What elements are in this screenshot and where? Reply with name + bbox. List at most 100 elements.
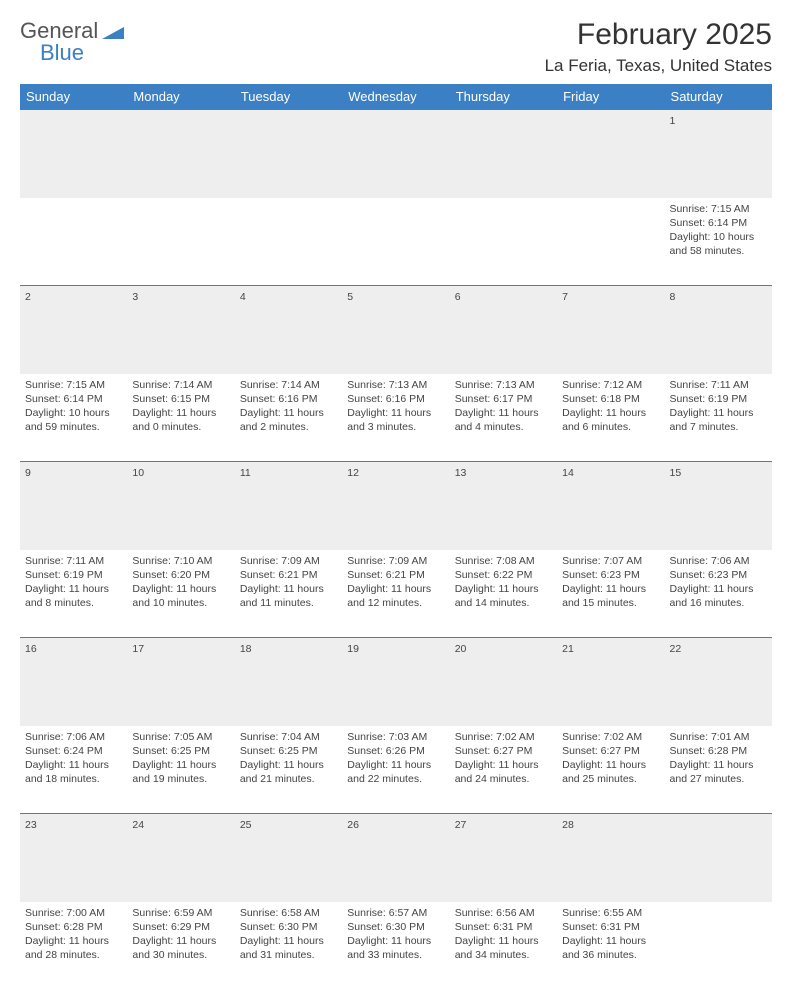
location-text: La Feria, Texas, United States xyxy=(545,56,772,76)
sunrise-text: Sunrise: 7:12 AM xyxy=(562,378,659,392)
daylight-text: Daylight: 11 hours and 33 minutes. xyxy=(347,934,444,962)
day-content: Sunrise: 7:13 AMSunset: 6:17 PMDaylight:… xyxy=(455,378,552,435)
daylight-text: Daylight: 11 hours and 0 minutes. xyxy=(132,406,229,434)
sunrise-text: Sunrise: 7:11 AM xyxy=(670,378,767,392)
day-number-cell: 12 xyxy=(342,462,449,550)
calendar-head: SundayMondayTuesdayWednesdayThursdayFrid… xyxy=(20,84,772,110)
day-number-row: 232425262728 xyxy=(20,814,772,902)
day-content: Sunrise: 7:06 AMSunset: 6:23 PMDaylight:… xyxy=(670,554,767,611)
daylight-text: Daylight: 11 hours and 10 minutes. xyxy=(132,582,229,610)
day-number-cell: 27 xyxy=(450,814,557,902)
day-cell: Sunrise: 6:56 AMSunset: 6:31 PMDaylight:… xyxy=(450,902,557,990)
sunset-text: Sunset: 6:20 PM xyxy=(132,568,229,582)
daylight-text: Daylight: 11 hours and 19 minutes. xyxy=(132,758,229,786)
sunset-text: Sunset: 6:21 PM xyxy=(347,568,444,582)
day-content: Sunrise: 7:01 AMSunset: 6:28 PMDaylight:… xyxy=(670,730,767,787)
sunset-text: Sunset: 6:17 PM xyxy=(455,392,552,406)
day-cell: Sunrise: 7:14 AMSunset: 6:16 PMDaylight:… xyxy=(235,374,342,462)
day-number-cell: 28 xyxy=(557,814,664,902)
page-header: General February 2025 La Feria, Texas, U… xyxy=(20,18,772,76)
day-content: Sunrise: 7:11 AMSunset: 6:19 PMDaylight:… xyxy=(670,378,767,435)
day-number-cell: 26 xyxy=(342,814,449,902)
calendar-table: SundayMondayTuesdayWednesdayThursdayFrid… xyxy=(20,84,772,990)
sunrise-text: Sunrise: 7:06 AM xyxy=(670,554,767,568)
daylight-text: Daylight: 11 hours and 25 minutes. xyxy=(562,758,659,786)
day-content: Sunrise: 7:00 AMSunset: 6:28 PMDaylight:… xyxy=(25,906,122,963)
sunset-text: Sunset: 6:28 PM xyxy=(670,744,767,758)
day-content: Sunrise: 7:02 AMSunset: 6:27 PMDaylight:… xyxy=(562,730,659,787)
sunrise-text: Sunrise: 7:02 AM xyxy=(455,730,552,744)
day-content: Sunrise: 7:12 AMSunset: 6:18 PMDaylight:… xyxy=(562,378,659,435)
day-number-cell: 17 xyxy=(127,638,234,726)
sunset-text: Sunset: 6:31 PM xyxy=(562,920,659,934)
sunrise-text: Sunrise: 7:15 AM xyxy=(25,378,122,392)
day-number-cell: 15 xyxy=(665,462,772,550)
empty-cell xyxy=(557,198,664,286)
title-block: February 2025 La Feria, Texas, United St… xyxy=(545,18,772,76)
day-number-cell: 11 xyxy=(235,462,342,550)
sunrise-text: Sunrise: 7:09 AM xyxy=(347,554,444,568)
daylight-text: Daylight: 11 hours and 36 minutes. xyxy=(562,934,659,962)
sunrise-text: Sunrise: 7:02 AM xyxy=(562,730,659,744)
day-content: Sunrise: 7:05 AMSunset: 6:25 PMDaylight:… xyxy=(132,730,229,787)
day-cell: Sunrise: 7:00 AMSunset: 6:28 PMDaylight:… xyxy=(20,902,127,990)
weekday-header: Tuesday xyxy=(235,84,342,110)
logo-text-blue: Blue xyxy=(40,40,84,66)
day-cell: Sunrise: 7:14 AMSunset: 6:15 PMDaylight:… xyxy=(127,374,234,462)
sunset-text: Sunset: 6:16 PM xyxy=(240,392,337,406)
day-content: Sunrise: 6:55 AMSunset: 6:31 PMDaylight:… xyxy=(562,906,659,963)
daylight-text: Daylight: 10 hours and 58 minutes. xyxy=(670,230,767,258)
day-number-cell: 24 xyxy=(127,814,234,902)
empty-daynum-cell xyxy=(235,110,342,198)
day-number-cell: 23 xyxy=(20,814,127,902)
day-cell: Sunrise: 7:11 AMSunset: 6:19 PMDaylight:… xyxy=(665,374,772,462)
daylight-text: Daylight: 11 hours and 18 minutes. xyxy=(25,758,122,786)
day-content: Sunrise: 7:14 AMSunset: 6:15 PMDaylight:… xyxy=(132,378,229,435)
sunrise-text: Sunrise: 7:01 AM xyxy=(670,730,767,744)
day-content: Sunrise: 7:14 AMSunset: 6:16 PMDaylight:… xyxy=(240,378,337,435)
weekday-header: Wednesday xyxy=(342,84,449,110)
sunset-text: Sunset: 6:23 PM xyxy=(562,568,659,582)
day-cell: Sunrise: 7:06 AMSunset: 6:24 PMDaylight:… xyxy=(20,726,127,814)
sunrise-text: Sunrise: 7:11 AM xyxy=(25,554,122,568)
sunset-text: Sunset: 6:24 PM xyxy=(25,744,122,758)
day-number-cell: 5 xyxy=(342,286,449,374)
day-content: Sunrise: 6:59 AMSunset: 6:29 PMDaylight:… xyxy=(132,906,229,963)
sunset-text: Sunset: 6:25 PM xyxy=(132,744,229,758)
sunrise-text: Sunrise: 7:05 AM xyxy=(132,730,229,744)
daylight-text: Daylight: 11 hours and 4 minutes. xyxy=(455,406,552,434)
day-content: Sunrise: 7:08 AMSunset: 6:22 PMDaylight:… xyxy=(455,554,552,611)
sunset-text: Sunset: 6:14 PM xyxy=(670,216,767,230)
day-number-cell: 2 xyxy=(20,286,127,374)
weekday-header: Sunday xyxy=(20,84,127,110)
daylight-text: Daylight: 10 hours and 59 minutes. xyxy=(25,406,122,434)
sunrise-text: Sunrise: 7:13 AM xyxy=(347,378,444,392)
day-number-row: 16171819202122 xyxy=(20,638,772,726)
day-cell: Sunrise: 7:11 AMSunset: 6:19 PMDaylight:… xyxy=(20,550,127,638)
sunrise-text: Sunrise: 7:09 AM xyxy=(240,554,337,568)
sunrise-text: Sunrise: 7:14 AM xyxy=(240,378,337,392)
day-content: Sunrise: 7:06 AMSunset: 6:24 PMDaylight:… xyxy=(25,730,122,787)
logo-triangle-icon xyxy=(102,23,124,39)
sunrise-text: Sunrise: 6:57 AM xyxy=(347,906,444,920)
empty-cell xyxy=(235,198,342,286)
day-cell: Sunrise: 7:08 AMSunset: 6:22 PMDaylight:… xyxy=(450,550,557,638)
daylight-text: Daylight: 11 hours and 22 minutes. xyxy=(347,758,444,786)
daylight-text: Daylight: 11 hours and 8 minutes. xyxy=(25,582,122,610)
day-cell: Sunrise: 7:15 AMSunset: 6:14 PMDaylight:… xyxy=(20,374,127,462)
daylight-text: Daylight: 11 hours and 2 minutes. xyxy=(240,406,337,434)
empty-cell xyxy=(342,198,449,286)
daylight-text: Daylight: 11 hours and 3 minutes. xyxy=(347,406,444,434)
day-cell: Sunrise: 7:13 AMSunset: 6:17 PMDaylight:… xyxy=(450,374,557,462)
day-cell: Sunrise: 6:58 AMSunset: 6:30 PMDaylight:… xyxy=(235,902,342,990)
daylight-text: Daylight: 11 hours and 14 minutes. xyxy=(455,582,552,610)
sunrise-text: Sunrise: 7:14 AM xyxy=(132,378,229,392)
sunrise-text: Sunrise: 7:08 AM xyxy=(455,554,552,568)
daylight-text: Daylight: 11 hours and 30 minutes. xyxy=(132,934,229,962)
day-content: Sunrise: 7:15 AMSunset: 6:14 PMDaylight:… xyxy=(670,202,767,259)
weekday-row: SundayMondayTuesdayWednesdayThursdayFrid… xyxy=(20,84,772,110)
sunset-text: Sunset: 6:21 PM xyxy=(240,568,337,582)
day-cell: Sunrise: 6:55 AMSunset: 6:31 PMDaylight:… xyxy=(557,902,664,990)
day-content: Sunrise: 7:13 AMSunset: 6:16 PMDaylight:… xyxy=(347,378,444,435)
day-content: Sunrise: 7:02 AMSunset: 6:27 PMDaylight:… xyxy=(455,730,552,787)
